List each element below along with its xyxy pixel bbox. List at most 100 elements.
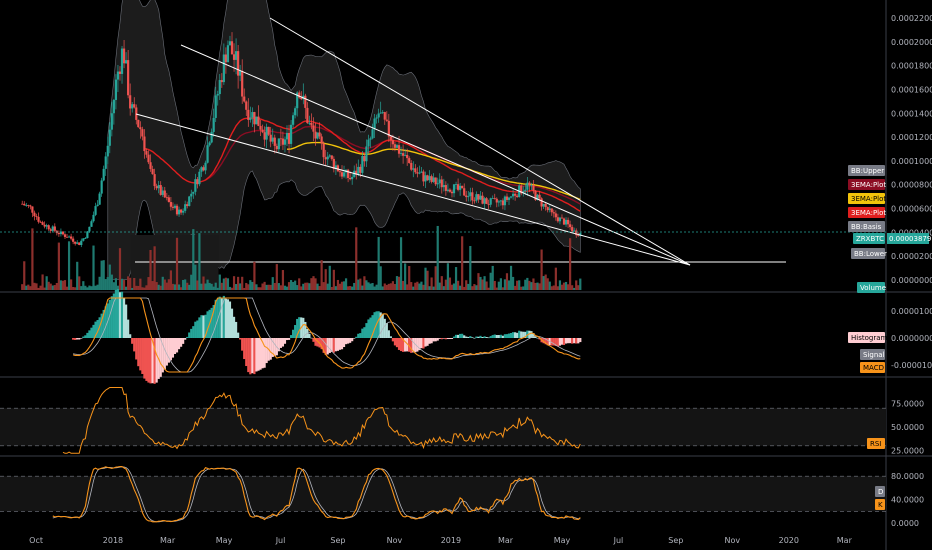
volume-bar xyxy=(408,266,411,290)
candle-body xyxy=(375,117,378,119)
volume-bar xyxy=(560,284,564,290)
candle-body xyxy=(569,224,572,228)
candle-body xyxy=(96,204,99,207)
volume-bar xyxy=(306,282,309,290)
tag-symbol: ZRXBTC xyxy=(853,233,885,244)
stoch-tick-label: 80.0000 xyxy=(891,472,924,481)
volume-bar xyxy=(556,286,559,290)
candle-body xyxy=(84,238,87,239)
macd-histogram-bar xyxy=(522,331,525,338)
volume-bar xyxy=(212,286,215,290)
volume-bar xyxy=(78,276,81,290)
volume-bar xyxy=(347,286,350,290)
volume-bar xyxy=(37,287,40,290)
candle-body xyxy=(37,216,40,222)
candle-body xyxy=(92,214,95,222)
volume-bar xyxy=(57,242,60,290)
macd-histogram-bar xyxy=(520,331,523,338)
tag-rsi-text: RSI xyxy=(870,440,881,448)
rsi-pane xyxy=(0,387,886,454)
volume-bar xyxy=(401,280,405,290)
volume-bar xyxy=(340,281,344,290)
candle-body xyxy=(47,225,50,230)
volume-bar xyxy=(357,279,360,290)
volume-bar xyxy=(149,249,152,290)
candle-body xyxy=(560,217,564,219)
candle-body xyxy=(129,95,132,109)
volume-bar xyxy=(456,280,460,290)
candle-body xyxy=(251,112,254,118)
candle-body xyxy=(206,145,209,163)
volume-bar xyxy=(232,276,236,290)
volume-bar xyxy=(505,273,509,290)
candle-body xyxy=(102,168,105,181)
macd-histogram-bar xyxy=(365,323,368,338)
volume-bar xyxy=(377,236,380,290)
macd-histogram-bar xyxy=(261,338,264,369)
candle-body xyxy=(306,107,309,124)
macd-histogram-bar xyxy=(184,338,187,340)
volume-bar xyxy=(518,280,521,290)
candle-body xyxy=(51,226,54,231)
macd-histogram-bar xyxy=(232,316,236,338)
candle-body xyxy=(493,198,496,199)
volume-bar xyxy=(139,278,142,290)
candle-body xyxy=(548,208,551,211)
macd-histogram-bar xyxy=(179,338,183,347)
time-axis[interactable]: Oct 2018 Mar May Jul Sep Nov 2019 Mar May Jul Sep No… xyxy=(29,536,852,545)
macd-histogram-bar xyxy=(371,315,374,338)
macd-histogram-bar xyxy=(196,320,199,338)
volume-bar xyxy=(190,274,193,290)
candle-body xyxy=(59,231,63,235)
macd-histogram-bar xyxy=(353,338,356,339)
volume-bar xyxy=(489,272,492,290)
candle-body xyxy=(562,218,566,225)
volume-bar xyxy=(220,282,223,290)
volume-bar xyxy=(161,276,164,290)
tag-price: 0.00003879 xyxy=(887,233,931,244)
volume-bar xyxy=(509,265,513,290)
candle-body xyxy=(550,208,553,213)
candle-body xyxy=(469,192,472,197)
candle-body xyxy=(414,168,417,173)
candle-body xyxy=(436,183,439,185)
candle-body xyxy=(169,202,173,207)
candle-body xyxy=(86,231,89,239)
macd-histogram-bar xyxy=(344,338,348,345)
macd-histogram-bar xyxy=(118,292,122,338)
volume-bar xyxy=(249,280,252,290)
macd-histogram-bar xyxy=(336,338,340,351)
volume-bar xyxy=(59,280,63,290)
candle-body xyxy=(359,166,362,173)
candle-body xyxy=(320,136,323,144)
tag-histogram-text: Histogram xyxy=(851,334,887,342)
macd-histogram-bar xyxy=(322,338,325,353)
macd-histogram-bar xyxy=(505,334,509,338)
macd-histogram-bar xyxy=(385,323,388,338)
candle-body xyxy=(538,194,541,199)
macd-histogram-bar xyxy=(414,338,417,353)
volume-bar xyxy=(316,283,319,290)
candle-body xyxy=(116,71,120,80)
volume-bar xyxy=(216,287,219,290)
candle-body xyxy=(163,190,166,198)
volume-bar xyxy=(94,285,97,290)
volume-bar xyxy=(410,282,413,290)
candle-body xyxy=(308,122,311,124)
macd-histogram-bar xyxy=(373,312,376,338)
candle-body xyxy=(275,145,278,150)
macd-histogram-bar xyxy=(355,336,358,338)
volume-bar xyxy=(422,284,425,290)
macd-histogram-bar xyxy=(169,338,173,361)
macd-histogram-bar xyxy=(546,338,549,346)
volume-bar xyxy=(426,270,429,290)
tag-ema-plot-2: 3EMA:Plot xyxy=(848,193,886,204)
candle-body xyxy=(289,124,293,144)
candle-body xyxy=(267,126,270,135)
candle-body xyxy=(304,95,307,108)
volume-bar xyxy=(82,281,85,290)
volume-bar xyxy=(23,261,26,290)
volume-bar xyxy=(202,276,205,290)
